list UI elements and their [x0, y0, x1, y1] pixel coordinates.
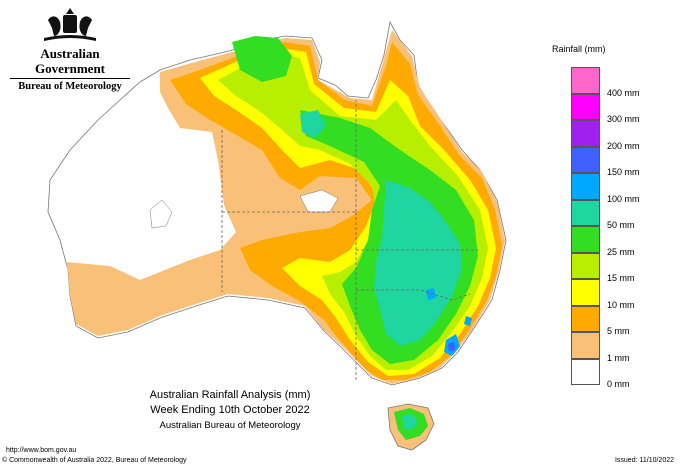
footer-issued: Issued: 11/10/2022 [614, 457, 674, 464]
coat-of-arms-icon [44, 8, 96, 41]
legend-swatch [571, 173, 600, 200]
logo-divider [10, 78, 130, 79]
dry-inland-area [149, 189, 339, 229]
legend-swatch [571, 67, 600, 94]
map-title: Australian Rainfall Analysis (mm) [149, 389, 311, 401]
state-borders [221, 100, 478, 380]
rain-zone-100mm [426, 288, 472, 356]
legend-swatch [571, 305, 600, 332]
legend-label: 300 mm [607, 114, 640, 124]
legend-swatch [571, 93, 600, 120]
legend-title: Rainfall (mm) [552, 44, 606, 54]
legend-swatch [571, 120, 600, 147]
bureau-name: Bureau of Meteorology [18, 81, 122, 92]
legend-swatch [571, 199, 600, 226]
logo-block: Australian Government Bureau of Meteorol… [6, 6, 134, 92]
government-name: Australian Government [34, 46, 106, 76]
legend-swatch [571, 279, 600, 306]
legend-swatch [571, 226, 600, 253]
legend-label: 10 mm [607, 299, 635, 310]
legend-swatch [571, 332, 600, 359]
legend-label: 200 mm [607, 140, 640, 151]
legend-swatch [571, 252, 600, 279]
legend-label: 25 mm [607, 246, 635, 257]
tasmania-core [402, 414, 418, 430]
footer-url[interactable]: http://www.bom.gov.au [6, 447, 77, 454]
map-subtitle: Week Ending 10th October 2022 [150, 404, 310, 416]
legend-swatch [571, 146, 600, 173]
legend-label: 100 mm [607, 193, 640, 204]
legend-label: 5 mm [607, 326, 630, 336]
legend-label: 150 mm [607, 167, 640, 177]
footer-copyright: © Commonwealth of Australia 2022, Bureau… [2, 457, 187, 464]
rain-zone-150mm [448, 342, 455, 351]
legend-label: 15 mm [607, 273, 635, 283]
legend-label: 0 mm [607, 379, 630, 389]
map-source: Australian Bureau of Meteorology [159, 420, 301, 431]
legend-swatch [571, 358, 600, 385]
legend-label: 1 mm [607, 352, 630, 363]
rain-zone-50mm [300, 110, 462, 346]
legend-label: 50 mm [607, 220, 635, 230]
legend-label: 400 mm [607, 87, 640, 98]
